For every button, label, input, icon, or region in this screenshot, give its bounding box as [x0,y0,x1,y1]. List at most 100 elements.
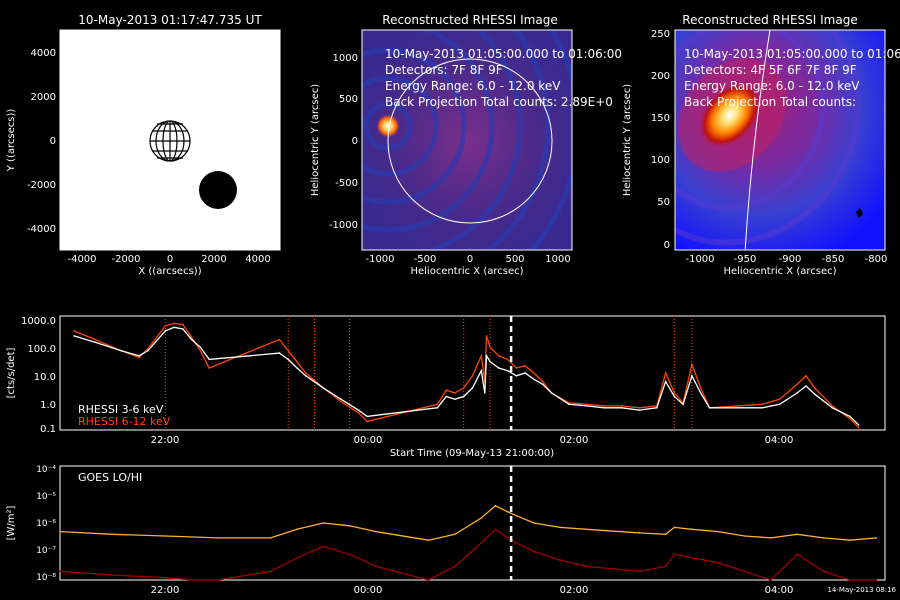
data-point [620,407,623,409]
data-point [164,535,167,537]
data-point [190,579,193,581]
y-tick-label: 10⁻⁶ [36,519,56,529]
data-point [515,367,518,369]
rhessi-lc-frame [59,315,886,431]
data-point [699,392,702,394]
goes-label: GOES LO/HI [78,471,142,484]
data-point [620,405,623,407]
y-tick-label: 4000 [31,48,56,59]
data-point [638,570,641,573]
data-point [857,426,860,429]
rhessi-b-xlabel: Heliocentric X (arcsec) [723,266,836,277]
data-point [199,350,202,352]
data-point [278,352,281,354]
y-tick-label: 10⁻⁴ [36,465,56,475]
data-point [217,579,219,581]
x-tick-label: -900 [779,254,802,265]
y-tick-label: 0 [50,136,56,147]
data-point [533,378,535,381]
data-point [164,330,167,332]
x-tick-label: -1000 [365,254,394,265]
data-point [822,570,825,573]
rhessi-b-frame [674,29,886,251]
y-tick-label: 100 [651,155,670,166]
rhessi-lc-xlabel: Start Time (09-May-13 21:00:00) [390,448,554,459]
rhessi-b-line4: Back Projection Total counts: [684,95,856,109]
data-point [533,522,535,524]
data-point [199,346,202,349]
sun-view-y-ticks: 4000 2000 0 -2000 -4000 [27,48,56,235]
y-tick-label: 1000 [333,53,358,64]
y-tick-label: -4000 [27,224,56,235]
data-point [875,537,877,539]
data-point [484,392,486,394]
data-point [366,415,369,418]
sun-view-panel: 10-May-2013 01:17:47.735 UT -4000 -2000 … [6,13,281,277]
data-point [498,367,500,369]
y-tick-label: 0 [664,240,670,251]
y-tick-label: 2000 [31,92,56,103]
data-point [857,424,860,426]
data-point [296,557,298,559]
y-tick-label: 250 [651,29,670,40]
rhessi-a-line1: 10-May-2013 01:05:00.000 to 01:06:00 [385,47,622,61]
y-tick-label: 1000.0 [21,316,56,327]
data-point [296,360,298,363]
data-point [533,372,535,374]
data-point [778,398,781,401]
data-point [559,526,562,529]
data-point [454,398,456,401]
x-tick-label: -500 [414,254,437,265]
data-point [489,346,491,349]
data-point [515,375,518,377]
data-point [173,326,175,329]
data-point [691,528,693,531]
data-point [436,403,439,406]
rhessi-lc-x-ticks: 22:00 00:00 02:00 04:00 [151,435,794,446]
data-point [664,380,667,383]
data-point [664,565,667,568]
data-point [708,407,711,409]
data-point [506,358,509,361]
sun-view-title: 10-May-2013 01:17:47.735 UT [78,13,262,27]
rhessi-b-source [698,81,762,149]
data-point [190,338,193,341]
y-tick-label: 0.1 [40,424,56,435]
data-point [182,328,184,330]
series-line [59,505,877,541]
data-point [524,364,526,367]
y-tick-label: 100.0 [27,344,56,355]
data-point [515,542,518,544]
data-point [814,387,816,389]
data-point [717,562,719,564]
data-point [94,338,96,341]
data-point [485,355,488,357]
data-point [480,369,483,372]
data-point [73,335,75,337]
data-point [217,537,219,539]
rhessi-b-title: Reconstructed RHESSI Image [682,13,857,27]
y-tick-label: -2000 [27,180,56,191]
y-tick-label: -500 [335,178,358,189]
solar-limb-a [387,58,553,224]
data-point [375,530,377,533]
data-point [822,537,825,539]
data-point [796,553,798,556]
data-point [445,395,448,398]
data-point [182,323,184,326]
data-point [568,403,570,406]
data-point [664,533,667,536]
data-point [375,565,377,568]
data-point [559,559,562,561]
data-point [796,533,798,536]
data-point [147,350,149,352]
x-tick-label: -950 [734,254,757,265]
data-point [340,398,342,401]
data-point [541,383,544,386]
data-point [638,409,641,411]
rhessi-a-ylabel: Heliocentric Y (arcsec) [310,84,321,196]
data-point [682,403,684,406]
data-point [138,356,140,359]
rhessi-b-line1: 10-May-2013 01:05:00.000 to 01:06:0 [684,47,900,61]
y-tick-label: 1.0 [40,400,56,411]
